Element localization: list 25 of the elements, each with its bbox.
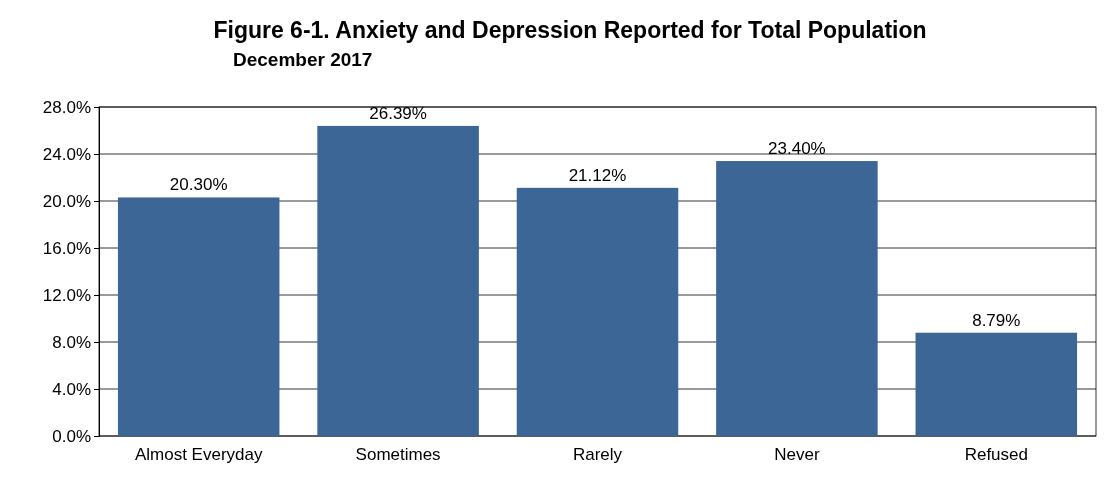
x-tick-label: Sometimes bbox=[355, 445, 441, 465]
y-tick-label: 24.0% bbox=[42, 144, 91, 164]
y-tick-label: 8.0% bbox=[52, 332, 91, 352]
x-tick-label: Rarely bbox=[572, 445, 623, 465]
data-label: 20.30% bbox=[169, 175, 228, 195]
chart-title: Figure 6-1. Anxiety and Depression Reported for Total Population bbox=[213, 17, 927, 43]
data-label: 23.40% bbox=[768, 139, 826, 159]
y-tick-label: 28.0% bbox=[42, 97, 91, 117]
x-tick-label: Almost Everyday bbox=[134, 445, 263, 465]
data-label: 26.39% bbox=[369, 103, 427, 123]
chart-subtitle: December 2017 bbox=[233, 49, 373, 70]
x-tick-label: Refused bbox=[964, 445, 1028, 465]
bar bbox=[117, 197, 280, 436]
data-label: 8.79% bbox=[972, 310, 1021, 330]
bar bbox=[317, 125, 479, 436]
bar bbox=[716, 161, 878, 436]
y-tick-label: 20.0% bbox=[42, 191, 91, 211]
data-label: 21.12% bbox=[568, 165, 627, 185]
y-tick-label: 0.0% bbox=[52, 426, 91, 446]
y-tick-label: 12.0% bbox=[42, 285, 91, 305]
y-tick-label: 4.0% bbox=[52, 379, 91, 399]
bar bbox=[516, 187, 679, 436]
x-tick-label: Never bbox=[774, 445, 820, 465]
bar bbox=[915, 332, 1078, 436]
y-tick-label: 16.0% bbox=[42, 238, 91, 258]
